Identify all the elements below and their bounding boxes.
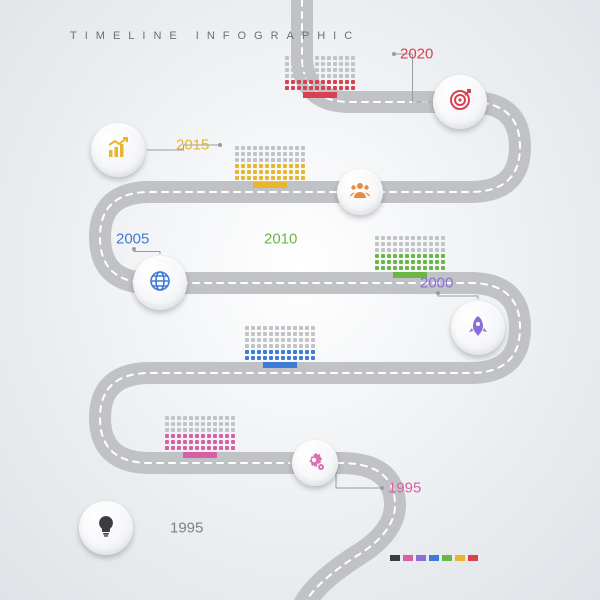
legend-swatch bbox=[390, 555, 400, 561]
legend-swatch bbox=[455, 555, 465, 561]
legend-swatch bbox=[403, 555, 413, 561]
growth-node bbox=[91, 123, 145, 177]
growth-icon bbox=[106, 136, 130, 165]
page-title: TIMELINE INFOGRAPHIC bbox=[70, 30, 360, 42]
bulb-node bbox=[79, 501, 133, 555]
dot-chart bbox=[375, 236, 445, 270]
dot-chart bbox=[285, 56, 355, 90]
year-label: 1995 bbox=[388, 480, 421, 497]
dot-chart-tab bbox=[303, 92, 337, 98]
year-label: 2005 bbox=[116, 231, 149, 248]
year-label: 2020 bbox=[400, 46, 433, 63]
people-icon bbox=[348, 178, 372, 207]
legend-swatch bbox=[468, 555, 478, 561]
gears-node bbox=[292, 440, 338, 486]
globe-node bbox=[133, 256, 187, 310]
year-label: 2010 bbox=[264, 231, 297, 248]
dot-chart-tab bbox=[253, 182, 287, 188]
globe-icon bbox=[148, 269, 172, 298]
dot-chart-tab bbox=[263, 362, 297, 368]
legend-swatch bbox=[442, 555, 452, 561]
legend-swatch bbox=[416, 555, 426, 561]
dot-chart-tab bbox=[183, 452, 217, 458]
dot-chart bbox=[245, 326, 315, 360]
target-node bbox=[433, 75, 487, 129]
year-label: 2015 bbox=[176, 137, 209, 154]
people-node bbox=[337, 169, 383, 215]
dot-chart bbox=[235, 146, 305, 180]
year-label: 2000 bbox=[420, 275, 453, 292]
legend-swatch bbox=[429, 555, 439, 561]
dot-chart bbox=[165, 416, 235, 450]
bulb-icon bbox=[94, 514, 118, 543]
target-icon bbox=[448, 88, 472, 117]
gears-icon bbox=[303, 449, 327, 478]
color-legend bbox=[390, 555, 478, 561]
year-label: 1995 bbox=[170, 520, 203, 537]
rocket-icon bbox=[466, 314, 490, 343]
rocket-node bbox=[451, 301, 505, 355]
